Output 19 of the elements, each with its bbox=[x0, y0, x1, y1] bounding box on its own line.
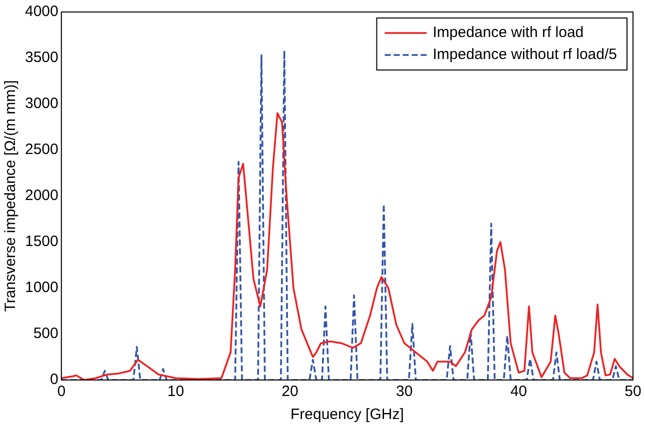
y-tick-label: 1500 bbox=[24, 233, 58, 250]
x-tick-label: 40 bbox=[510, 383, 528, 400]
y-tick-label: 1000 bbox=[24, 279, 58, 296]
y-tick-label: 2000 bbox=[24, 187, 58, 204]
x-tick-label: 30 bbox=[396, 383, 413, 400]
legend-label: Impedance without rf load/5 bbox=[432, 46, 618, 64]
x-tick-label: 20 bbox=[282, 383, 298, 400]
y-tick-label: 0 bbox=[50, 371, 58, 388]
x-tick-label: 10 bbox=[167, 383, 184, 400]
y-axis-title: Transverse impedance [Ω/(m mm)] bbox=[2, 80, 20, 312]
y-tick-label: 2500 bbox=[24, 141, 58, 158]
y-tick-label: 3000 bbox=[24, 95, 58, 112]
y-tick-label: 3500 bbox=[24, 49, 58, 66]
legend-label: Impedance with rf load bbox=[432, 24, 584, 42]
y-tick-label: 4000 bbox=[24, 3, 58, 20]
line-series bbox=[61, 50, 633, 380]
y-tick-label: 500 bbox=[33, 325, 58, 342]
x-tick-label: 50 bbox=[624, 383, 642, 400]
x-axis-title: Frequency [GHz] bbox=[290, 406, 404, 424]
